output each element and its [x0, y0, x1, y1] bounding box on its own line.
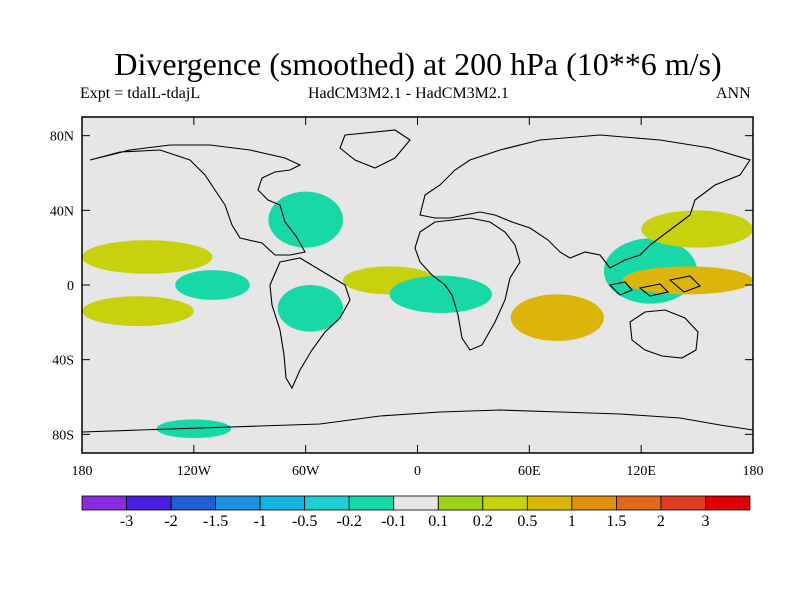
colorbar-level-label: 0.1 — [428, 513, 448, 530]
colorbar-level-label: 1.5 — [606, 513, 626, 530]
y-tick-label: 40N — [50, 204, 74, 219]
coastline-islands — [608, 275, 701, 297]
colorbar-level-label: 1 — [568, 513, 576, 530]
colorbar-level-label: -1 — [253, 513, 266, 530]
y-tick-label: 80S — [52, 428, 74, 443]
anomaly-layer — [82, 191, 753, 439]
colorbar-swatch — [81, 495, 127, 511]
colorbar-swatch — [616, 495, 662, 511]
anomaly-pacific-south-band — [82, 296, 194, 327]
period-label: ANN — [716, 85, 751, 102]
anomaly-indian-ocean-pos — [510, 294, 604, 341]
colorbar-level-label: 3 — [701, 513, 709, 530]
anomaly-africa-neg — [389, 275, 493, 314]
colorbar-level-label: 0.2 — [473, 513, 493, 530]
colorbar-swatch — [660, 495, 706, 511]
colorbar-level-label: 0.5 — [517, 513, 537, 530]
anomaly-north-pacific-band — [82, 240, 213, 274]
coastline-australia — [629, 309, 699, 359]
coastline-antarctica — [82, 409, 753, 433]
colorbar-swatch — [705, 495, 751, 511]
y-tick-label: 0 — [67, 279, 74, 294]
models-label: HadCM3M2.1 - HadCM3M2.1 — [308, 85, 509, 102]
coastline-africa — [414, 217, 521, 351]
anomaly-east-pacific-neg — [175, 270, 250, 300]
colorbar-swatch — [437, 495, 484, 511]
colorbar-swatch — [526, 495, 573, 511]
colorbar-level-label: 2 — [657, 513, 665, 530]
x-tick-label: 180 — [72, 464, 93, 479]
anomaly-north-atlantic-neg — [268, 191, 343, 248]
colorbar-level-label: -0.2 — [337, 513, 362, 530]
coastline-north-america — [89, 144, 306, 256]
anomaly-north-west-pacific-band — [641, 210, 753, 248]
x-tick-label: 60W — [292, 464, 320, 479]
chart-title: Divergence (smoothed) at 200 hPa (10**6 … — [114, 46, 722, 82]
anomaly-west-pacific-pos — [622, 266, 753, 295]
x-tick-label: 60E — [518, 464, 541, 479]
x-axis: 180 120W 60W 0 60E 120E 180 — [72, 117, 764, 479]
colorbar-swatch — [348, 495, 395, 511]
anomaly-south-america-neg — [277, 285, 343, 332]
colorbar-swatch — [126, 495, 172, 511]
x-tick-label: 180 — [743, 464, 764, 479]
colorbar-level-label: -0.1 — [381, 513, 406, 530]
colorbar-swatch — [215, 495, 261, 511]
x-tick-label: 120E — [626, 464, 656, 479]
experiment-label: Expt = tdalL-tdajL — [80, 85, 201, 102]
colorbar-swatch — [304, 495, 350, 511]
x-tick-label: 0 — [414, 464, 421, 479]
y-tick-label: 40S — [52, 354, 74, 369]
coastline-south-america — [269, 257, 351, 390]
colorbar-swatch — [482, 495, 528, 511]
colorbar-swatch — [170, 495, 216, 511]
colorbar-level-label: -1.5 — [203, 513, 228, 530]
coastline-eurasia — [419, 134, 751, 269]
coastline-greenland — [339, 129, 411, 169]
colorbar-level-label: -3 — [120, 513, 133, 530]
colorbar: -3 -2 -1.5 -1 -0.5 -0.2 -0.1 0.1 0.2 0.5 1 1.5 2 3 — [81, 495, 751, 530]
x-tick-label: 120W — [177, 464, 212, 479]
colorbar-swatch — [393, 495, 439, 511]
coastline-layer — [82, 129, 753, 433]
colorbar-swatch — [259, 495, 306, 511]
colorbar-level-label: -0.5 — [292, 513, 317, 530]
y-axis: 80N 40N 0 40S 80S — [50, 130, 753, 443]
colorbar-level-label: -2 — [164, 513, 177, 530]
colorbar-swatch — [571, 495, 617, 511]
y-tick-label: 80N — [50, 130, 74, 145]
